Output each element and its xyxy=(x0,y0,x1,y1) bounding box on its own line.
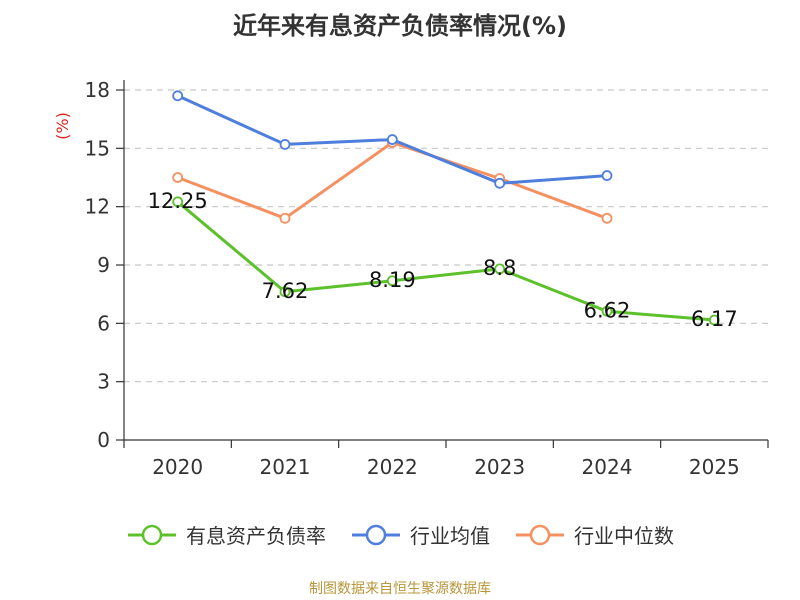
series-point-2 xyxy=(601,212,613,224)
series-point-2 xyxy=(279,212,291,224)
y-axis-label: (%) xyxy=(53,112,72,140)
y-tick-label: 18 xyxy=(85,78,110,102)
x-tick-label: 2021 xyxy=(260,455,311,479)
chart-title: 近年来有息资产负债率情况(%) xyxy=(233,12,567,40)
data-label: 8.8 xyxy=(483,256,516,280)
series-point-1 xyxy=(386,134,398,145)
data-label: 8.19 xyxy=(369,268,416,292)
data-label: 7.62 xyxy=(262,279,309,303)
series-point-0 xyxy=(708,314,720,326)
series-point-2 xyxy=(172,172,184,183)
x-tick-label: 2022 xyxy=(367,455,418,479)
x-tick-label: 2024 xyxy=(582,455,633,479)
legend-label: 行业均值 xyxy=(410,524,490,548)
legend-label: 有息资产负债率 xyxy=(186,524,326,548)
x-tick-label: 2020 xyxy=(152,455,203,479)
series-point-0 xyxy=(386,275,398,287)
data-label: 6.62 xyxy=(584,298,631,322)
legend-swatch xyxy=(352,524,400,545)
x-tick-label: 2025 xyxy=(689,455,740,479)
legend-swatch xyxy=(128,524,176,545)
legend-item-0[interactable]: 有息资产负债率 xyxy=(126,520,326,549)
legend-label: 行业中位数 xyxy=(574,524,674,548)
series-point-0 xyxy=(494,263,506,275)
series-point-1 xyxy=(494,177,506,189)
legend-item-2[interactable]: 行业中位数 xyxy=(514,520,674,549)
legend-item-1[interactable]: 行业均值 xyxy=(350,520,490,549)
data-labels: 12.25 7.62 8.19 8.8 6.62 6.17 xyxy=(148,189,738,331)
series-point-1 xyxy=(279,139,291,150)
x-tick-label: 2023 xyxy=(474,455,525,479)
y-tick-label: 12 xyxy=(85,195,110,219)
series-line-0 xyxy=(176,200,715,322)
series-point-0 xyxy=(601,305,613,317)
grid-lines xyxy=(124,89,768,383)
y-tick-label: 9 xyxy=(97,253,110,277)
y-tick-label: 6 xyxy=(97,311,110,335)
legend: 有息资产负债率 行业均值 行业中位数 xyxy=(0,520,800,549)
y-tick-label: 0 xyxy=(97,428,110,452)
series-point-0 xyxy=(279,286,291,298)
data-label: 6.17 xyxy=(691,307,738,331)
data-label: 12.25 xyxy=(148,189,208,213)
legend-swatch xyxy=(516,524,564,545)
series-point-0 xyxy=(172,196,184,208)
source-note: 制图数据来自恒生聚源数据库 xyxy=(309,581,491,597)
y-tick-label: 3 xyxy=(97,370,110,394)
y-tick-label: 15 xyxy=(85,136,110,160)
series-point-1 xyxy=(601,170,613,181)
series-point-1 xyxy=(172,90,184,102)
axes: 0 3 6 9 12 15 18 2020 2021 2022 2023 2024 2025 (%) xyxy=(53,78,769,479)
series-lines xyxy=(172,90,720,326)
